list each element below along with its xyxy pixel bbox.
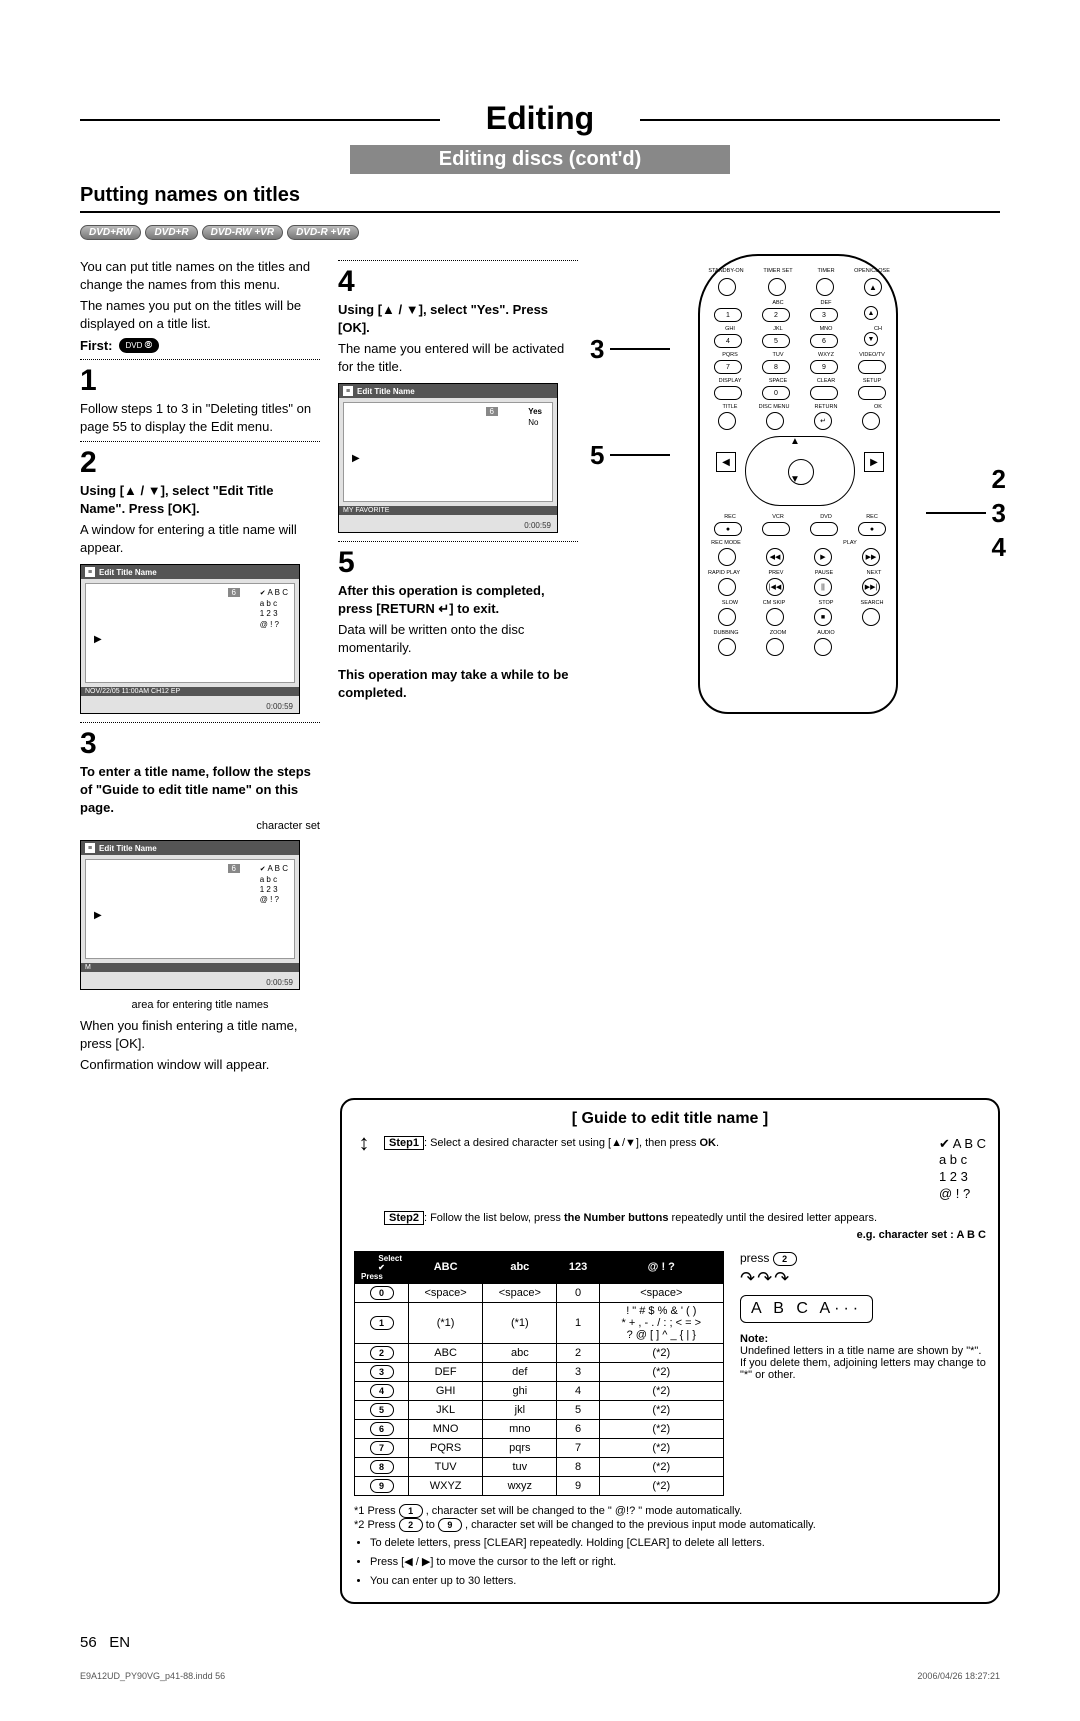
disc-badge: DVD-RW +VR	[202, 225, 283, 240]
table-row: 7PQRSpqrs7(*2)	[355, 1438, 724, 1457]
screen-edit-title-a: ≡Edit Title Name 6 A B C a b c 1 2 3 @ !…	[80, 564, 300, 714]
step-3-p2: Confirmation window will appear.	[80, 1056, 320, 1074]
table-row: 9WXYZwxyz9(*2)	[355, 1476, 724, 1495]
table-row: 2ABCabc2(*2)	[355, 1343, 724, 1362]
area-label: area for entering title names	[80, 998, 320, 1013]
cycle-demo: A B C A···	[740, 1295, 873, 1323]
callout-3-right: 3	[992, 498, 1006, 529]
step-4-bold: Using [▲ / ▼], select "Yes". Press [OK].	[338, 301, 578, 336]
callout-2-right: 2	[992, 464, 1006, 495]
step-2-number: 2	[80, 448, 320, 478]
intro-p1: You can put title names on the titles an…	[80, 258, 320, 293]
step-5-text: Data will be written onto the disc momen…	[338, 621, 578, 656]
table-row: 6MNOmno6(*2)	[355, 1419, 724, 1438]
dvd-icon: DVD	[119, 338, 160, 353]
table-row: 0<space><space>0<space>	[355, 1283, 724, 1302]
charset-sample: A B C a b c 1 2 3 @ ! ?	[939, 1136, 986, 1204]
step1-tag: Step1	[384, 1136, 424, 1150]
guide-title: [ Guide to edit title name ]	[354, 1110, 986, 1128]
step-2-text: A window for entering a title name will …	[80, 521, 320, 556]
updown-icon: ↕	[354, 1136, 374, 1149]
note-heading: Note:	[740, 1333, 768, 1345]
list-item: To delete letters, press [CLEAR] repeate…	[370, 1536, 986, 1551]
disc-badge: DVD-R +VR	[287, 225, 359, 240]
column-right: 3 5 2 3 4 STANDBY-ON TIMER SET TIMER OPE…	[596, 254, 1000, 1078]
character-table: Select ✔ Press ABC abc 123 @ ! ? 0<space…	[354, 1251, 724, 1496]
table-row: 8TUVtuv8(*2)	[355, 1457, 724, 1476]
column-left: You can put title names on the titles an…	[80, 254, 320, 1078]
disc-badge: DVD+R	[145, 225, 197, 240]
step-1-text: Follow steps 1 to 3 in "Deleting titles"…	[80, 400, 320, 435]
sub-banner: Editing discs (cont'd)	[350, 145, 730, 174]
table-row: 1(*1)(*1)1! " # $ % & ' ( ) * + , - . / …	[355, 1302, 724, 1343]
table-row: 3DEFdef3(*2)	[355, 1362, 724, 1381]
intro-p2: The names you put on the titles will be …	[80, 297, 320, 332]
note-text: Undefined letters in a title name are sh…	[740, 1345, 986, 1381]
step-4-text: The name you entered will be activated f…	[338, 340, 578, 375]
callout-3-left: 3	[590, 334, 604, 365]
step2-tag: Step2	[384, 1211, 424, 1225]
step-3-number: 3	[80, 729, 320, 759]
list-item: You can enter up to 30 letters.	[370, 1574, 986, 1589]
step-2-bold: Using [▲ / ▼], select "Edit Title Name".…	[80, 482, 320, 517]
step-5-number: 5	[338, 548, 578, 578]
callout-4-right: 4	[992, 532, 1006, 563]
table-row: 5JKLjkl5(*2)	[355, 1400, 724, 1419]
screen-edit-title-c: ≡Edit Title Name 6 Yes No ▶ MY FAVORITE …	[338, 383, 558, 533]
file-footer: E9A12UD_PY90VG_p41-88.indd 56 2006/04/26…	[80, 1671, 1000, 1681]
step-3-p1: When you finish entering a title name, p…	[80, 1017, 320, 1052]
screen-edit-title-b: ≡Edit Title Name 6 A B C a b c 1 2 3 @ !…	[80, 840, 300, 990]
step-4-number: 4	[338, 267, 578, 297]
column-middle: 4 Using [▲ / ▼], select "Yes". Press [OK…	[338, 254, 578, 1078]
press-demo: press 2 ↷↷↷ A B C A···	[740, 1251, 986, 1323]
callout-5-left: 5	[590, 440, 604, 471]
remote-control: STANDBY-ON TIMER SET TIMER OPEN/CLOSE ▲ …	[698, 254, 898, 714]
guide-box: [ Guide to edit title name ] ↕ Step1: Se…	[340, 1098, 1000, 1605]
charset-label: character set	[80, 820, 320, 832]
guide-bullets: To delete letters, press [CLEAR] repeate…	[370, 1536, 986, 1589]
disc-badge: DVD+RW	[80, 225, 141, 240]
step-3-bold: To enter a title name, follow the steps …	[80, 763, 320, 816]
step-5-note: This operation may take a while to be co…	[338, 666, 578, 701]
section-heading: Putting names on titles	[80, 184, 1000, 213]
step-1-number: 1	[80, 366, 320, 396]
table-row: 4GHIghi4(*2)	[355, 1381, 724, 1400]
page-title: Editing	[80, 100, 1000, 137]
disc-badges: DVD+RW DVD+R DVD-RW +VR DVD-R +VR	[80, 223, 1000, 244]
step-5-bold: After this operation is completed, press…	[338, 582, 578, 617]
page-footer: 56 EN	[80, 1634, 1000, 1651]
list-item: Press [◀ / ▶] to move the cursor to the …	[370, 1555, 986, 1570]
first-label: First:	[80, 338, 113, 353]
